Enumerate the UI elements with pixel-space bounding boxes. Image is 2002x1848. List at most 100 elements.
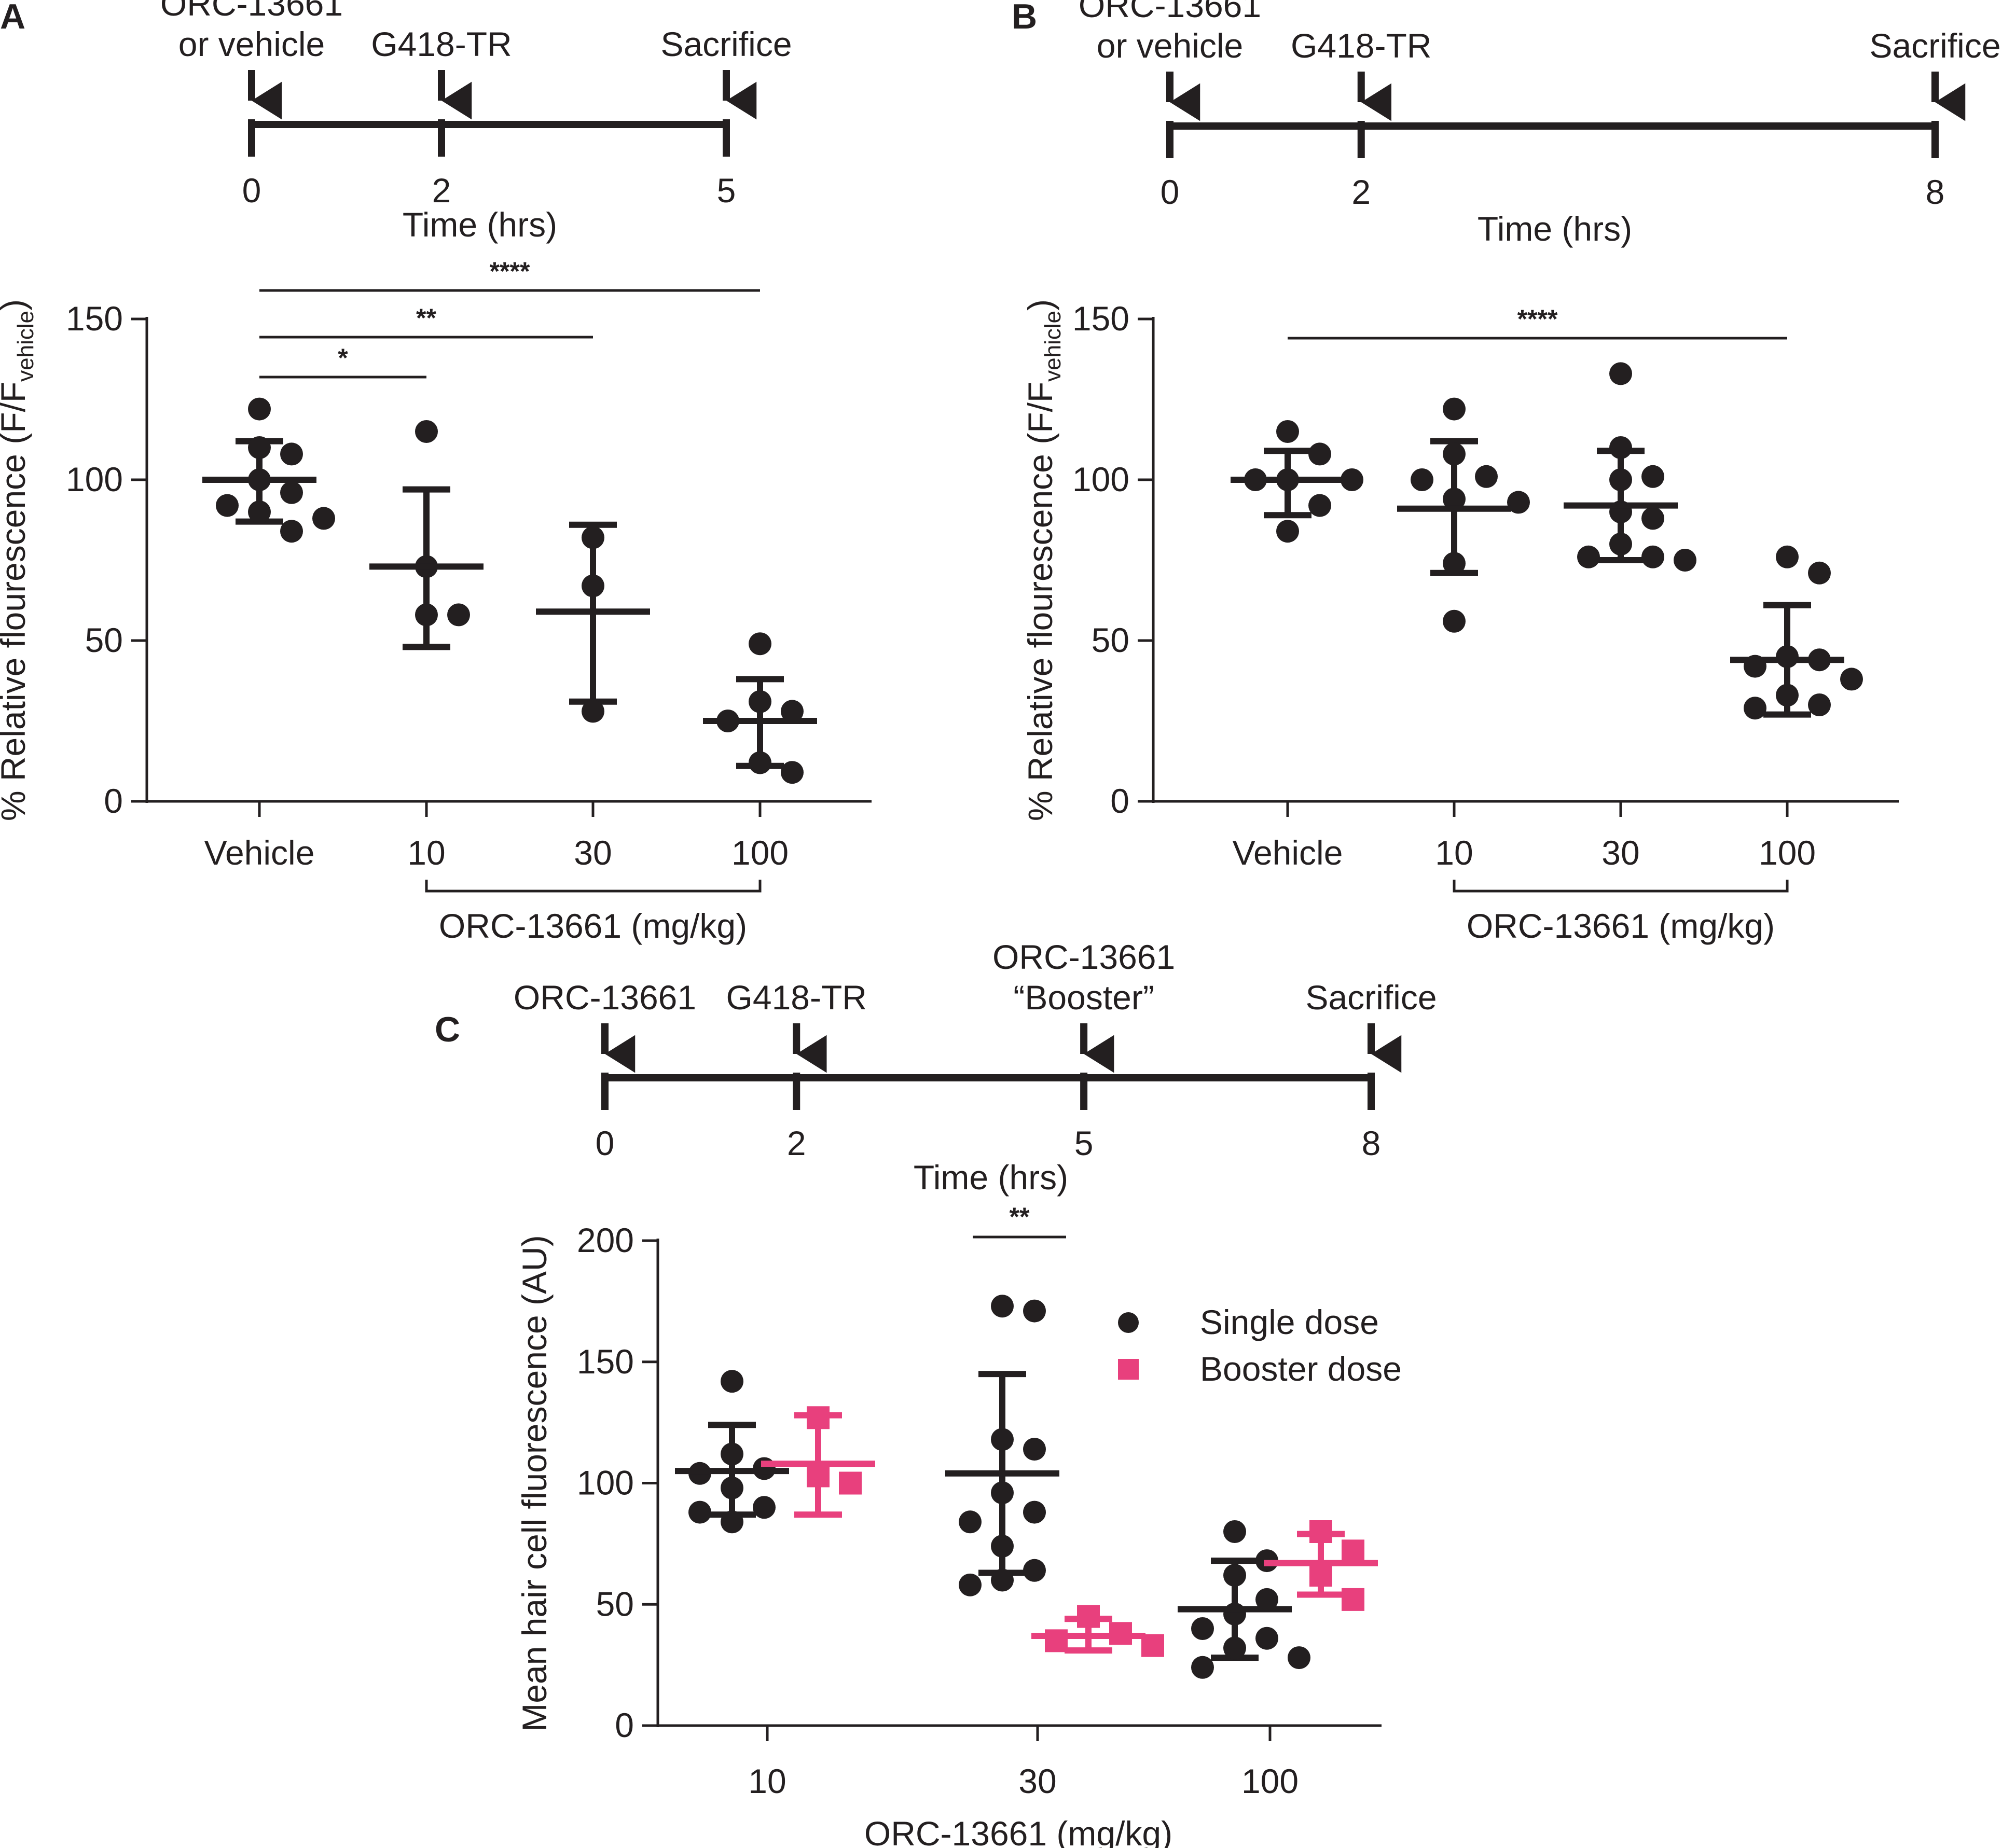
data-point bbox=[280, 520, 303, 543]
group-bracket bbox=[425, 880, 762, 893]
data-point bbox=[248, 501, 271, 523]
data-point bbox=[1641, 545, 1664, 568]
group-bracket bbox=[1453, 880, 1789, 893]
group-label: ORC-13661 (mg/kg) bbox=[1467, 907, 1775, 945]
timeline-event-label: ORC-13661 bbox=[514, 978, 696, 1017]
timeline-event-label: ORC-13661 bbox=[992, 938, 1175, 976]
data-point bbox=[582, 700, 604, 723]
data-point bbox=[415, 420, 438, 443]
data-point bbox=[1023, 1299, 1046, 1323]
y-axis-label-text: % Relative flourescence (F/F bbox=[1021, 382, 1059, 821]
timeline-axis-title: Time (hrs) bbox=[914, 1158, 1068, 1197]
y-axis-label-text: Mean hair cell fluorescence (AU) bbox=[515, 1235, 554, 1731]
data-point-square bbox=[1309, 1520, 1332, 1543]
data-point bbox=[1223, 1636, 1246, 1660]
data-point bbox=[1276, 420, 1299, 443]
data-point bbox=[1288, 1646, 1310, 1670]
data-point bbox=[415, 603, 438, 627]
data-point bbox=[991, 1568, 1014, 1592]
y-tick-label: 100 bbox=[1072, 460, 1129, 498]
data-point bbox=[447, 603, 470, 627]
data-point bbox=[1308, 442, 1331, 466]
x-axis-label: ORC-13661 (mg/kg) bbox=[864, 1814, 1172, 1848]
timeline-tick-label: 2 bbox=[787, 1124, 806, 1162]
data-point bbox=[721, 1442, 743, 1466]
data-point bbox=[1341, 468, 1363, 491]
data-point bbox=[1223, 1520, 1246, 1543]
timeline-tick-label: 0 bbox=[1161, 173, 1180, 211]
data-point bbox=[688, 1500, 711, 1524]
data-point bbox=[1443, 397, 1466, 421]
data-point bbox=[1255, 1588, 1278, 1611]
data-point-square bbox=[1309, 1564, 1332, 1587]
timeline-tick-label: 5 bbox=[1074, 1124, 1094, 1162]
timeline-tick-label: 5 bbox=[717, 171, 736, 210]
data-point bbox=[1276, 520, 1299, 543]
x-tick-label: 10 bbox=[748, 1762, 786, 1800]
data-point bbox=[1255, 1627, 1278, 1650]
data-point bbox=[1609, 533, 1632, 555]
data-point bbox=[749, 690, 771, 713]
x-tick-label: 100 bbox=[1759, 833, 1816, 872]
x-tick-label: 30 bbox=[1601, 833, 1639, 872]
data-point bbox=[1223, 1602, 1246, 1625]
legend-label-single: Single dose bbox=[1200, 1303, 1379, 1341]
data-point-square bbox=[1342, 1588, 1364, 1611]
panel-letter-c: C bbox=[435, 1010, 460, 1049]
data-point bbox=[248, 397, 271, 421]
y-axis-label: % Relative flourescence (F/Fvehicle) bbox=[0, 299, 38, 821]
data-point bbox=[959, 1510, 982, 1534]
data-point bbox=[1023, 1500, 1046, 1524]
data-point-square bbox=[839, 1471, 862, 1495]
significance-stars: **** bbox=[490, 257, 530, 286]
data-point bbox=[1191, 1617, 1214, 1640]
y-axis-label: % Relative flourescence (F/Fvehicle) bbox=[1021, 299, 1066, 821]
data-point bbox=[1609, 436, 1632, 459]
data-point bbox=[1023, 1559, 1046, 1582]
y-tick-label: 200 bbox=[577, 1221, 634, 1259]
data-point bbox=[1641, 465, 1664, 488]
y-tick-label: 0 bbox=[1110, 782, 1129, 820]
data-point bbox=[1776, 545, 1799, 568]
data-point-square bbox=[1342, 1539, 1364, 1563]
x-tick-label: 100 bbox=[1241, 1762, 1299, 1800]
data-point bbox=[991, 1295, 1014, 1318]
data-point bbox=[1674, 549, 1696, 572]
y-tick-label: 150 bbox=[1072, 299, 1129, 338]
data-point bbox=[1191, 1656, 1214, 1679]
data-point bbox=[1507, 491, 1530, 514]
legend-marker-booster bbox=[1118, 1359, 1139, 1380]
data-point bbox=[1443, 488, 1466, 511]
data-point bbox=[1475, 465, 1498, 488]
y-tick-label: 50 bbox=[85, 621, 123, 659]
data-point bbox=[991, 1428, 1014, 1451]
timeline-event-label: G418-TR bbox=[371, 25, 512, 63]
timeline-tick-label: 2 bbox=[432, 171, 451, 210]
group-label: ORC-13661 (mg/kg) bbox=[439, 907, 747, 945]
y-tick-label: 100 bbox=[577, 1464, 634, 1502]
timeline-tick-label: 8 bbox=[1362, 1124, 1381, 1162]
y-axis-label-subscript: vehicle bbox=[1040, 311, 1066, 382]
timeline-tick-label: 0 bbox=[242, 171, 261, 210]
y-tick-label: 0 bbox=[615, 1706, 634, 1744]
data-point bbox=[1609, 362, 1632, 385]
timeline-event-label: G418-TR bbox=[726, 978, 867, 1017]
y-tick-label: 150 bbox=[66, 299, 123, 338]
data-point bbox=[721, 1476, 743, 1499]
timeline-panel-c: ORC-136610G418-TR2ORC-13661“Booster”5Sac… bbox=[514, 938, 1437, 1197]
data-point bbox=[1808, 693, 1831, 716]
data-point bbox=[1443, 442, 1466, 466]
data-point bbox=[721, 1370, 743, 1393]
timeline-event-label: or vehicle bbox=[178, 25, 325, 63]
data-point bbox=[1776, 684, 1799, 707]
dot-plot-panel-a: 0 50 100 150 Vehicle 10 30 100 % Relative floure… bbox=[0, 257, 872, 945]
legend-label-booster: Booster dose bbox=[1200, 1350, 1402, 1388]
data-point bbox=[781, 761, 804, 784]
significance-stars: **** bbox=[1517, 304, 1558, 334]
timeline-event-label: ORC-13661 bbox=[1079, 0, 1261, 24]
data-point bbox=[1443, 552, 1466, 575]
x-tick-label: 30 bbox=[574, 833, 612, 872]
